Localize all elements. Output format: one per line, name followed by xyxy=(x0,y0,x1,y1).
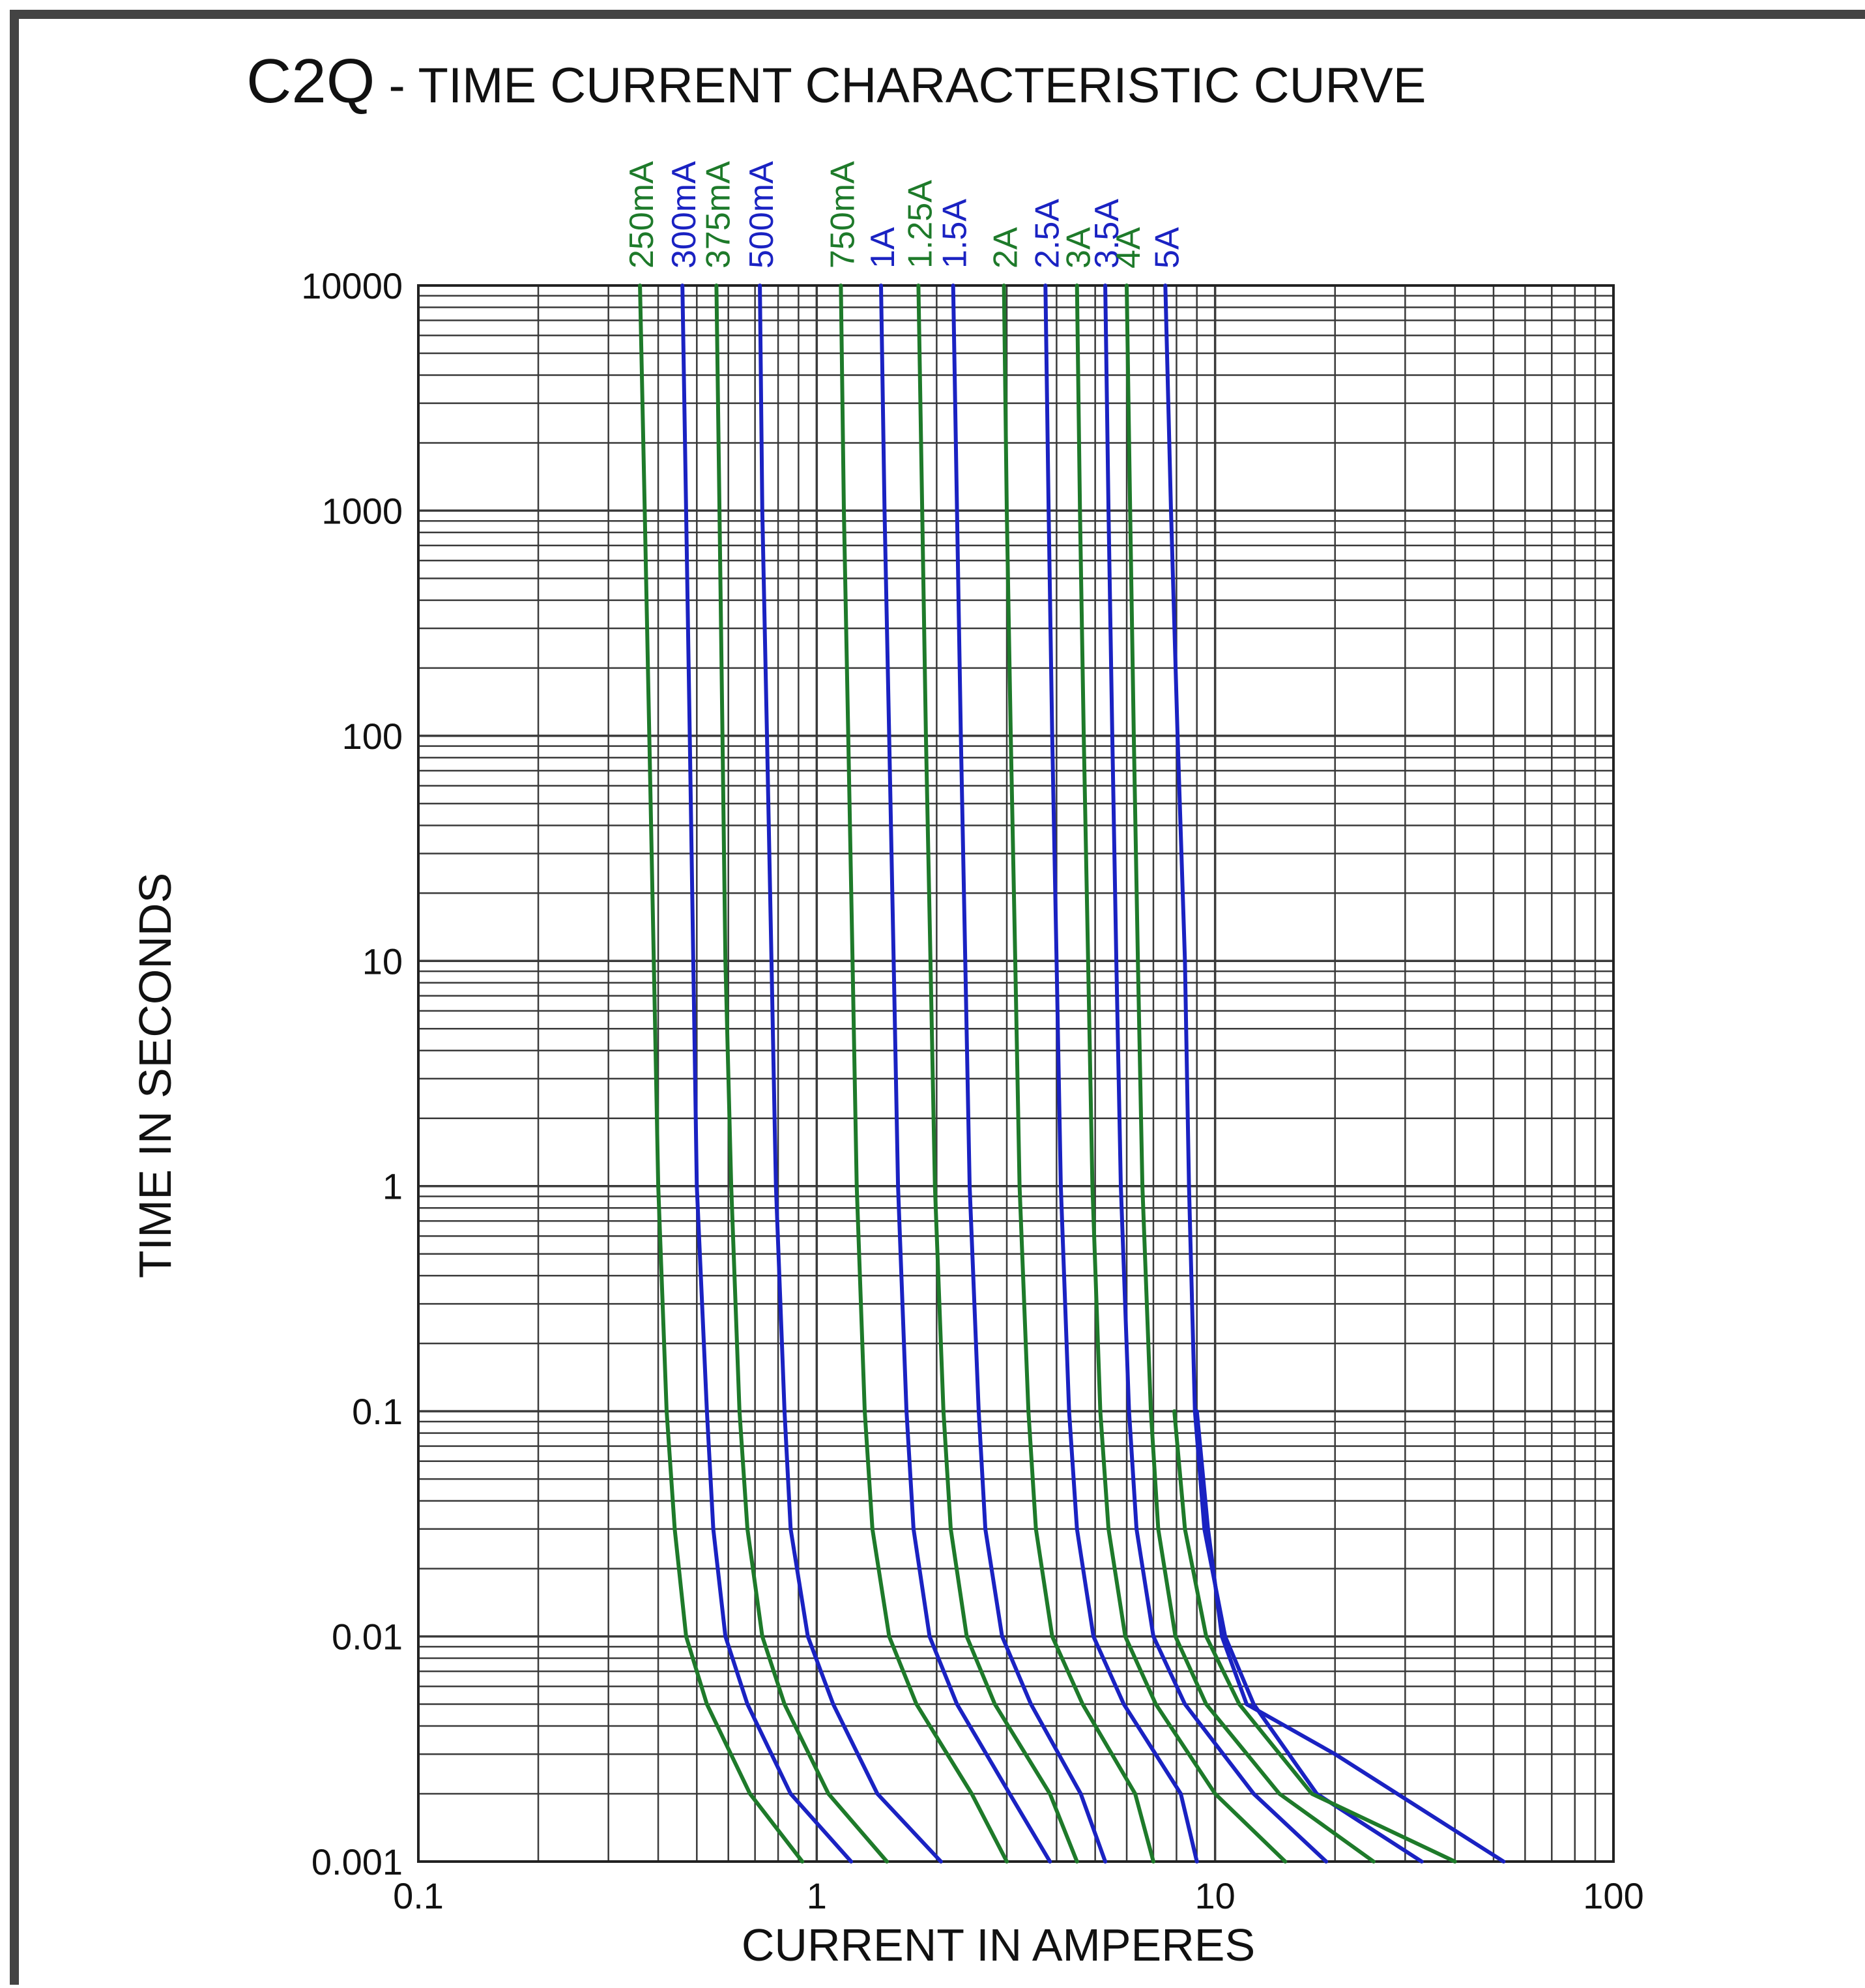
series-curve-750mA xyxy=(839,284,1009,1864)
y-tick-label: 1 xyxy=(383,1166,403,1207)
series-label-4A: 4A xyxy=(1110,227,1148,269)
series-label-2.5A: 2.5A xyxy=(1028,199,1066,269)
outer-border xyxy=(10,10,1865,1988)
y-tick-label: 100 xyxy=(342,716,403,757)
plot-area-border xyxy=(417,284,1615,1863)
x-tick-label: 1 xyxy=(807,1875,827,1916)
series-label-2A: 2A xyxy=(987,227,1025,269)
series-label-375mA: 375mA xyxy=(699,161,737,269)
series-label-3A: 3A xyxy=(1060,227,1098,269)
y-axis-label: TIME IN SECONDS xyxy=(130,873,181,1278)
x-tick-label: 10 xyxy=(1195,1875,1236,1916)
series-curve-4A xyxy=(1125,284,1376,1864)
series-curve-1.5A xyxy=(951,284,1108,1864)
y-tick-label: 0.01 xyxy=(332,1616,403,1658)
x-tick-label: 0.1 xyxy=(393,1875,444,1916)
y-tick-label: 0.001 xyxy=(311,1841,403,1882)
chart-title: C2Q - TIME CURRENT CHARACTERISTIC CURVE xyxy=(246,46,1426,116)
series-label-1A: 1A xyxy=(864,227,902,269)
ticks-group: 0.1 1 10 100 10000 1000 100 10 1 0.1 0.01 0.001 xyxy=(301,265,1643,1916)
series-curve-3A xyxy=(1075,284,1288,1864)
y-tick-label: 0.1 xyxy=(352,1391,403,1432)
series-curve-250mA xyxy=(638,284,805,1864)
series-label-750mA: 750mA xyxy=(824,161,861,269)
series-group xyxy=(638,284,1506,1864)
x-tick-label: 100 xyxy=(1583,1875,1643,1916)
series-curve-375mA xyxy=(714,284,889,1864)
series-label-3.5A: 3.5A xyxy=(1088,199,1126,269)
y-tick-label: 1000 xyxy=(321,490,403,531)
y-tick-label: 10000 xyxy=(301,265,403,306)
series-curve-unlabeled-15 xyxy=(1194,1409,1506,1864)
series-curve-1A xyxy=(879,284,1052,1864)
series-label-300mA: 300mA xyxy=(665,161,703,269)
series-label-1.25A: 1.25A xyxy=(901,180,939,269)
series-label-1.5A: 1.5A xyxy=(936,199,974,269)
series-curve-2.5A xyxy=(1043,284,1199,1864)
series-curve-2A xyxy=(1002,284,1155,1864)
y-tick-label: 10 xyxy=(362,941,403,982)
series-curve-unlabeled-14 xyxy=(1172,1409,1457,1864)
series-label-250mA: 250mA xyxy=(623,161,661,269)
series-label-500mA: 500mA xyxy=(743,161,781,269)
series-curve-300mA xyxy=(680,284,854,1864)
series-label-5A: 5A xyxy=(1148,227,1186,269)
series-curve-3.5A xyxy=(1103,284,1329,1864)
chart-title-main: C2Q xyxy=(246,46,375,116)
series-curve-1.25A xyxy=(916,284,1079,1864)
x-axis-label: CURRENT IN AMPERES xyxy=(742,1920,1255,1970)
chart-title-rest: - TIME CURRENT CHARACTERISTIC CURVE xyxy=(375,58,1426,113)
series-curve-500mA xyxy=(758,284,943,1864)
